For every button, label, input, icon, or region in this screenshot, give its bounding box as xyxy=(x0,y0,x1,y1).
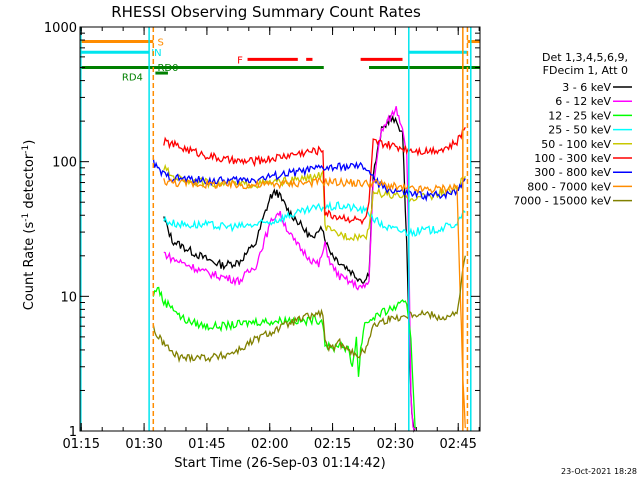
x-tick-label: 01:30 xyxy=(125,437,162,452)
series-line-2 xyxy=(163,106,416,431)
series-line-9 xyxy=(152,255,466,364)
legend-label: 25 - 50 keV xyxy=(548,124,611,137)
flag-label-rd0: RD0 xyxy=(157,63,178,74)
x-tick-label: 02:15 xyxy=(314,437,351,452)
plot-frame xyxy=(79,26,481,432)
legend-label: 3 - 6 keV xyxy=(562,81,611,94)
x-tick-label: 02:00 xyxy=(251,437,288,452)
flag-label-rd4: RD4 xyxy=(122,73,143,84)
chart-title: RHESSI Observing Summary Count Rates xyxy=(111,3,421,21)
x-tick-label: 01:45 xyxy=(188,437,225,452)
flags-layer: SIN F RD0 RD4 xyxy=(80,38,480,84)
vlines-layer xyxy=(80,27,472,431)
y-tick-label: 1 xyxy=(69,425,77,440)
flag-label-s: S xyxy=(157,38,163,49)
y-tick-label: 1000 xyxy=(44,21,77,36)
series-line-8 xyxy=(163,176,466,429)
legend-label: 300 - 800 keV xyxy=(534,166,611,179)
legend: Det 1,3,4,5,6,9,FDecim 1, Att 0 3 - 6 keV… xyxy=(513,51,632,208)
x-tick-label: 01:15 xyxy=(63,437,100,452)
flag-label-f: F xyxy=(237,55,243,66)
series-layer xyxy=(152,106,466,433)
legend-label: 12 - 25 keV xyxy=(548,109,611,122)
legend-label: 100 - 300 keV xyxy=(534,152,611,165)
x-axis-label: Start Time (26-Sep-03 01:14:42) xyxy=(174,456,385,471)
y-tick-label: 10 xyxy=(60,290,77,305)
flag-label-in: IN xyxy=(151,48,161,59)
legend-title-line: Det 1,3,4,5,6,9, xyxy=(542,51,628,64)
y-axis-label: Count Rate (s-1 detector-1) xyxy=(21,140,37,311)
legend-label: 800 - 7000 keV xyxy=(527,180,611,193)
series-line-7 xyxy=(152,158,466,203)
x-tick-label: 02:45 xyxy=(439,437,476,452)
series-line-1 xyxy=(163,115,416,433)
y-tick-label: 100 xyxy=(52,156,77,171)
x-tick-label: 02:30 xyxy=(377,437,414,452)
series-line-3 xyxy=(152,286,416,429)
series-line-4 xyxy=(163,200,466,238)
footer-date: 23-Oct-2021 18:28 xyxy=(561,467,637,476)
series-line-6 xyxy=(163,127,466,226)
legend-label: 6 - 12 keV xyxy=(555,95,611,108)
legend-label: 7000 - 15000 keV xyxy=(513,195,611,208)
legend-label: 50 - 100 keV xyxy=(541,138,611,151)
axes-layer: 01:15 01:30 01:45 02:00 02:15 02:30 02:45 1 10 10… xyxy=(44,21,480,452)
legend-title-line: FDecim 1, Att 0 xyxy=(543,64,628,77)
series-line-5 xyxy=(163,163,466,242)
